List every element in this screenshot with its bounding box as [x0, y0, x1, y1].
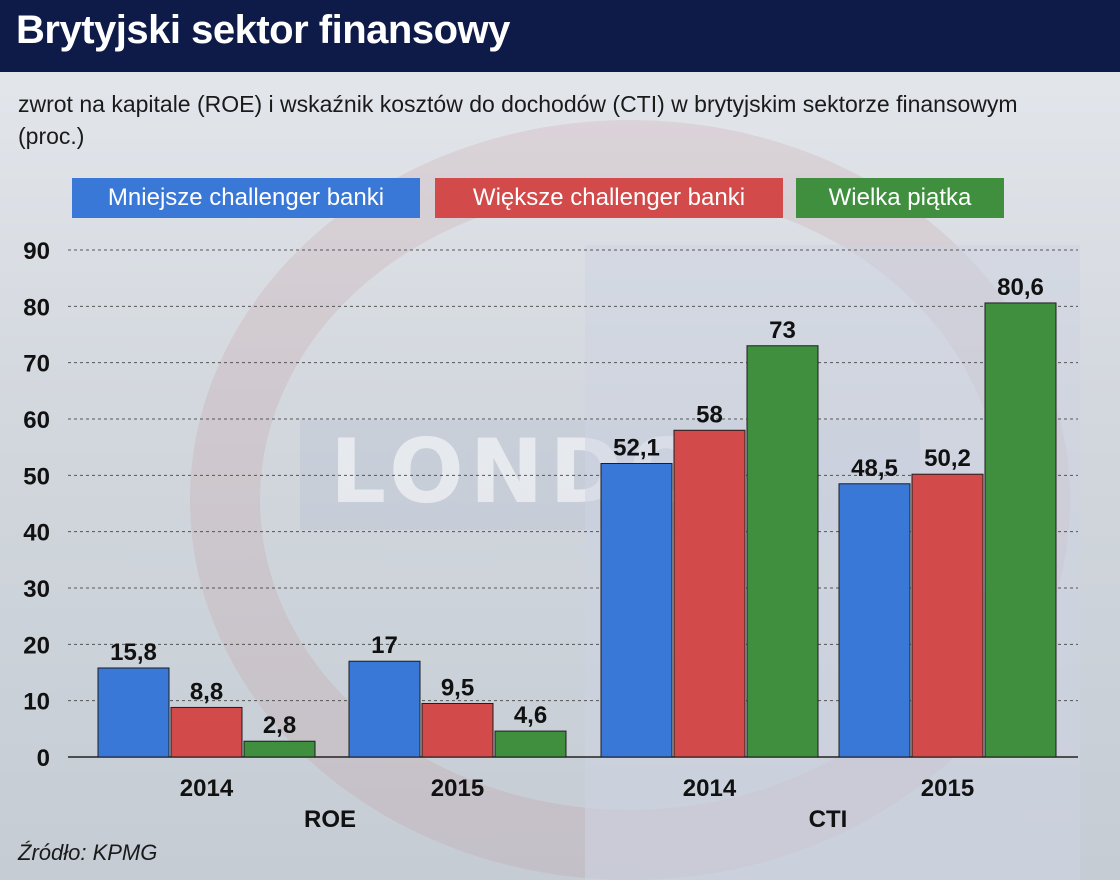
y-tick-label: 90 — [23, 238, 50, 265]
data-label: 17 — [371, 632, 398, 659]
data-label: 48,5 — [851, 455, 898, 482]
x-tick-label: 2015 — [431, 775, 484, 802]
y-tick-label: 40 — [23, 520, 50, 547]
header-bar: Brytyjski sektor finansowy — [0, 0, 1120, 72]
data-label: 8,8 — [190, 678, 223, 705]
x-tick-label: 2014 — [180, 775, 234, 802]
x-tick-label: 2014 — [683, 775, 737, 802]
y-tick-label: 80 — [23, 294, 50, 321]
page-title: Brytyjski sektor finansowy — [16, 8, 510, 52]
group-label: CTI — [809, 806, 848, 833]
y-tick-label: 70 — [23, 351, 50, 378]
legend-item-small-challengers: Mniejsze challenger banki — [72, 178, 420, 218]
bar — [984, 302, 1057, 758]
data-label: 4,6 — [514, 702, 547, 729]
data-label: 9,5 — [441, 674, 474, 701]
legend-label: Większe challenger banki — [472, 184, 746, 211]
bar — [348, 660, 421, 758]
data-label: 50,2 — [924, 445, 971, 472]
data-label: 52,1 — [613, 435, 660, 462]
data-label: 58 — [696, 401, 723, 428]
group-label: ROE — [304, 806, 356, 833]
y-tick-label: 50 — [23, 463, 50, 490]
x-tick-label: 2015 — [921, 775, 974, 802]
bar — [170, 706, 243, 758]
y-tick-label: 30 — [23, 576, 50, 603]
source-note: Źródło: KPMG — [18, 840, 158, 865]
bar — [911, 473, 984, 758]
data-label: 2,8 — [263, 712, 296, 739]
data-label: 73 — [769, 317, 796, 344]
bar — [600, 463, 673, 758]
legend-item-big-five: Wielka piątka — [796, 178, 1004, 218]
bar — [746, 345, 819, 758]
bar — [421, 702, 494, 758]
legend-label: Wielka piątka — [828, 184, 972, 211]
data-label: 80,6 — [997, 274, 1044, 301]
y-tick-label: 0 — [37, 745, 50, 772]
data-label: 15,8 — [110, 639, 157, 666]
legend-label: Mniejsze challenger banki — [107, 184, 385, 211]
legend-item-large-challengers: Większe challenger banki — [435, 178, 783, 218]
y-tick-label: 20 — [23, 632, 50, 659]
y-tick-label: 60 — [23, 407, 50, 434]
bar — [243, 740, 316, 758]
bar — [838, 483, 911, 758]
chart-subtitle: zwrot na kapitale (ROE) i wskaźnik koszt… — [18, 91, 1018, 149]
y-tick-label: 10 — [23, 689, 50, 716]
bar — [97, 667, 170, 758]
bar — [673, 429, 746, 758]
bar — [494, 730, 567, 758]
